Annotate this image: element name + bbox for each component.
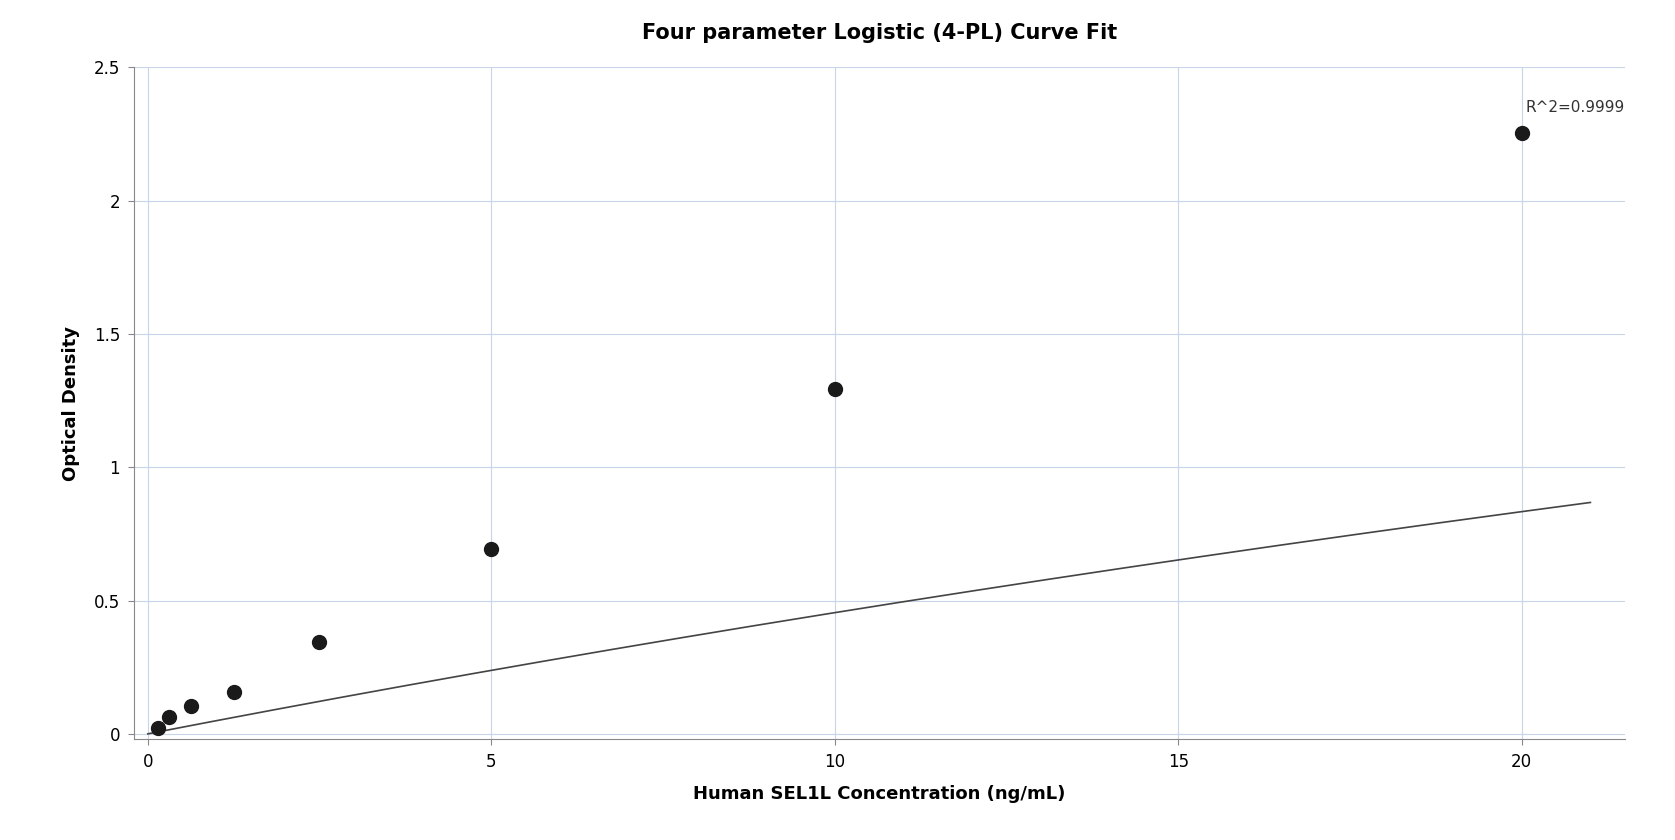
Y-axis label: Optical Density: Optical Density [62, 326, 80, 480]
Text: R^2=0.9999: R^2=0.9999 [1526, 100, 1625, 115]
Point [219, 685, 246, 698]
Point [1508, 126, 1534, 139]
Title: Four parameter Logistic (4-PL) Curve Fit: Four parameter Logistic (4-PL) Curve Fit [642, 24, 1117, 44]
Point [477, 542, 504, 555]
X-axis label: Human SEL1L Concentration (ng/mL): Human SEL1L Concentration (ng/mL) [693, 785, 1065, 803]
Point [156, 711, 183, 724]
Point [307, 636, 333, 649]
Point [821, 382, 848, 396]
Point [146, 722, 173, 735]
Point [178, 700, 204, 713]
